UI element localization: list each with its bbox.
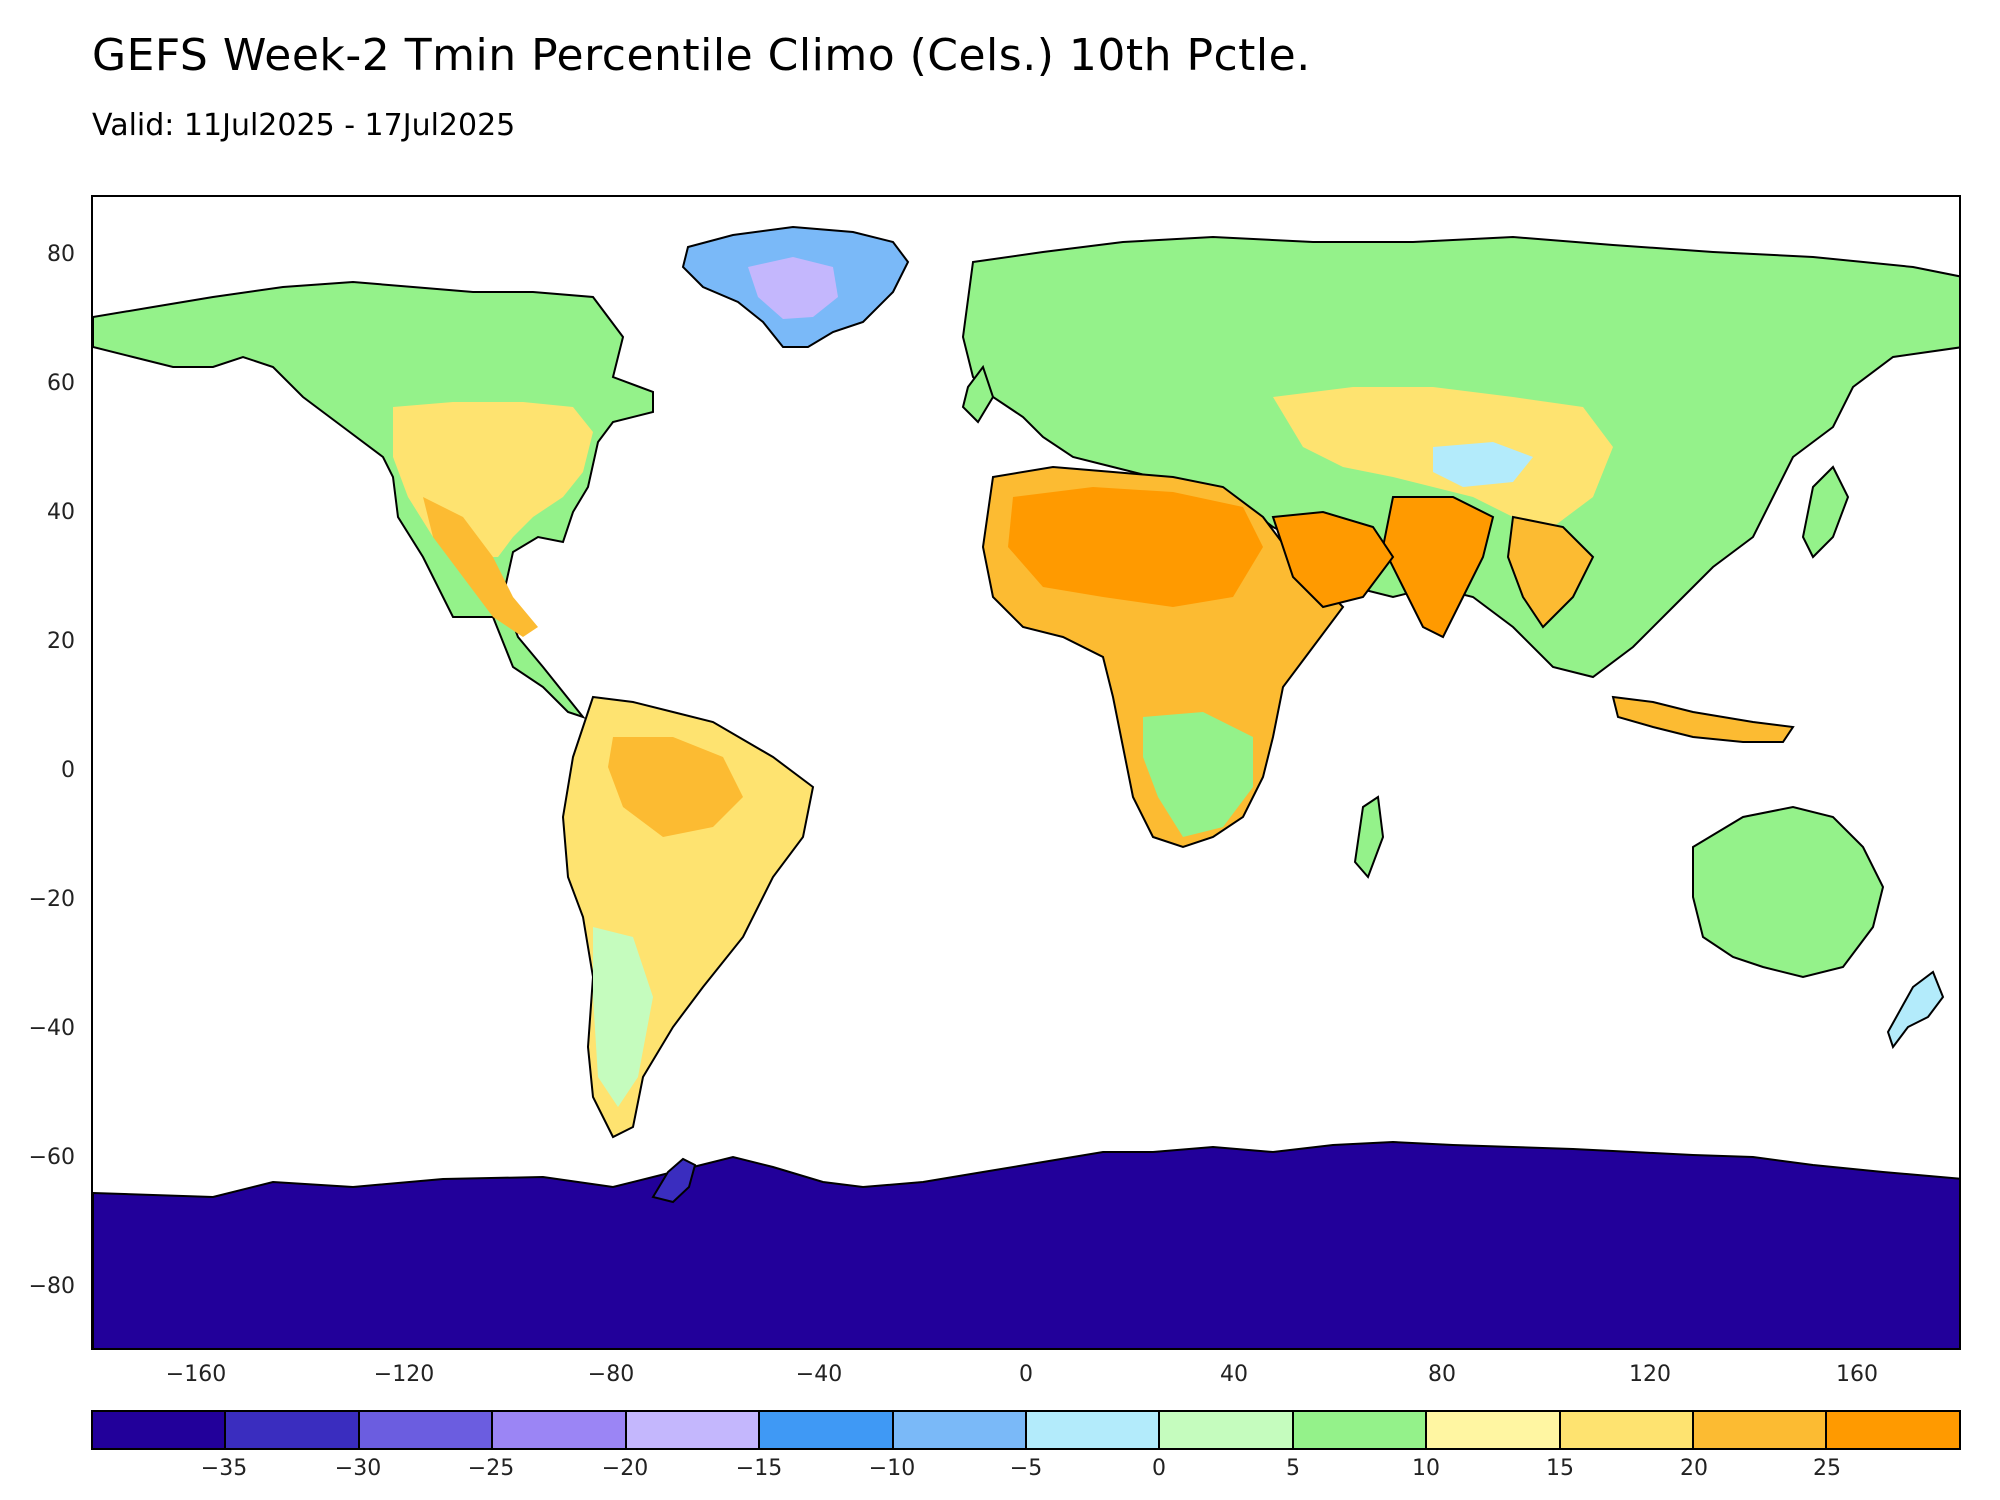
japan-region bbox=[1801, 465, 1850, 559]
colorbar-swatch bbox=[1293, 1412, 1428, 1448]
greenland-interior bbox=[748, 257, 838, 319]
map-panel bbox=[91, 195, 1961, 1350]
y-tick-label: 60 bbox=[47, 371, 75, 396]
colorbar-label: −35 bbox=[200, 1456, 248, 1481]
colorbar-label: 5 bbox=[1286, 1456, 1300, 1481]
colorbar-swatch bbox=[493, 1412, 627, 1448]
y-tick-label: −40 bbox=[28, 1016, 75, 1041]
colorbar-label: 10 bbox=[1412, 1456, 1440, 1481]
colorbar-label: −15 bbox=[735, 1456, 783, 1481]
colorbar-swatch bbox=[1427, 1412, 1561, 1448]
amazon-warm-region bbox=[608, 737, 743, 837]
world-map bbox=[93, 225, 1959, 1348]
colorbar-label: −30 bbox=[334, 1456, 382, 1481]
patagonia-cool-region bbox=[593, 927, 653, 1107]
x-tick-label: −160 bbox=[165, 1362, 227, 1387]
x-tick-label: 120 bbox=[1629, 1362, 1671, 1387]
colorbar-label: 25 bbox=[1813, 1456, 1841, 1481]
x-tick-label: −120 bbox=[373, 1362, 435, 1387]
colorbar-label: −25 bbox=[467, 1456, 515, 1481]
india-warm-region bbox=[1381, 496, 1495, 639]
colorbar-label: 15 bbox=[1546, 1456, 1574, 1481]
madagascar-region bbox=[1353, 795, 1385, 879]
colorbar-label: −5 bbox=[1009, 1456, 1043, 1481]
colorbar-swatch bbox=[1827, 1412, 1959, 1448]
uk-region bbox=[961, 364, 995, 424]
colorbar-label: −20 bbox=[601, 1456, 649, 1481]
colorbar-swatch bbox=[893, 1412, 1027, 1448]
colorbar-label: 20 bbox=[1680, 1456, 1708, 1481]
y-tick-label: 20 bbox=[47, 629, 75, 654]
valid-date-range: Valid: 11Jul2025 - 17Jul2025 bbox=[92, 108, 516, 143]
southern-africa-cool-region bbox=[1143, 712, 1253, 837]
arabian-peninsula-region bbox=[1271, 510, 1395, 609]
x-tick-label: 0 bbox=[1019, 1362, 1033, 1387]
x-tick-label: 40 bbox=[1220, 1362, 1248, 1387]
x-tick-label: −40 bbox=[795, 1362, 843, 1387]
x-tick-label: 160 bbox=[1836, 1362, 1878, 1387]
indonesia-region bbox=[1611, 695, 1795, 743]
colorbar-swatch bbox=[760, 1412, 894, 1448]
antarctica-region bbox=[93, 1140, 1959, 1348]
tibet-cool-region bbox=[1433, 442, 1533, 487]
x-tick-label: −80 bbox=[587, 1362, 635, 1387]
y-tick-label: 0 bbox=[61, 758, 75, 783]
colorbar-swatch bbox=[93, 1412, 227, 1448]
north-america-region bbox=[93, 280, 654, 720]
y-tick-label: 40 bbox=[47, 500, 75, 525]
colorbar-swatch bbox=[359, 1412, 494, 1448]
sahara-hot-region bbox=[1008, 487, 1263, 607]
mexico-warm-region bbox=[423, 497, 538, 637]
map-title: GEFS Week-2 Tmin Percentile Climo (Cels.… bbox=[92, 30, 1311, 81]
x-tick-label: 80 bbox=[1428, 1362, 1456, 1387]
y-tick-label: −80 bbox=[28, 1274, 75, 1299]
y-tick-label: −60 bbox=[28, 1145, 75, 1170]
australia-region bbox=[1692, 805, 1885, 979]
colorbar-swatch bbox=[1694, 1412, 1828, 1448]
y-tick-label: −20 bbox=[28, 887, 75, 912]
y-tick-label: 80 bbox=[47, 242, 75, 267]
colorbar-swatch bbox=[626, 1412, 761, 1448]
antarctic-peninsula bbox=[651, 1157, 697, 1204]
colorbar-swatch bbox=[1560, 1412, 1695, 1448]
colorbar bbox=[91, 1410, 1961, 1450]
new-zealand-region bbox=[1886, 970, 1945, 1050]
colorbar-swatch bbox=[1160, 1412, 1294, 1448]
colorbar-label: 0 bbox=[1152, 1456, 1166, 1481]
colorbar-swatch bbox=[1026, 1412, 1161, 1448]
colorbar-swatch bbox=[226, 1412, 360, 1448]
colorbar-label: −10 bbox=[868, 1456, 916, 1481]
southeast-asia-warm-region bbox=[1506, 515, 1595, 629]
